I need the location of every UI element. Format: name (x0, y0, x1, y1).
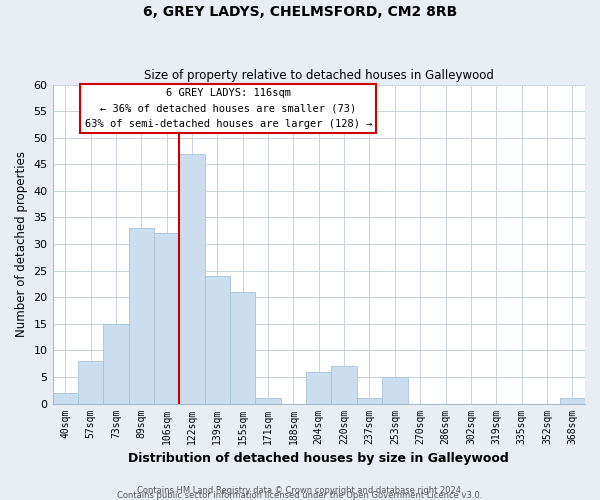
Text: Contains public sector information licensed under the Open Government Licence v3: Contains public sector information licen… (118, 491, 482, 500)
Text: 6, GREY LADYS, CHELMSFORD, CM2 8RB: 6, GREY LADYS, CHELMSFORD, CM2 8RB (143, 5, 457, 19)
Bar (179, 154, 205, 404)
Bar (128, 228, 154, 404)
Bar (78, 361, 103, 404)
Bar (103, 324, 128, 404)
Bar (154, 234, 179, 404)
Y-axis label: Number of detached properties: Number of detached properties (15, 151, 28, 337)
Bar (306, 372, 331, 404)
Bar (331, 366, 357, 404)
Text: 6 GREY LADYS: 116sqm
← 36% of detached houses are smaller (73)
63% of semi-detac: 6 GREY LADYS: 116sqm ← 36% of detached h… (85, 88, 372, 129)
X-axis label: Distribution of detached houses by size in Galleywood: Distribution of detached houses by size … (128, 452, 509, 465)
Title: Size of property relative to detached houses in Galleywood: Size of property relative to detached ho… (144, 69, 494, 82)
Bar (357, 398, 382, 404)
Bar (53, 393, 78, 404)
Bar (230, 292, 256, 404)
Bar (256, 398, 281, 404)
Bar (382, 377, 407, 404)
Bar (205, 276, 230, 404)
Text: Contains HM Land Registry data © Crown copyright and database right 2024.: Contains HM Land Registry data © Crown c… (137, 486, 463, 495)
Bar (560, 398, 585, 404)
